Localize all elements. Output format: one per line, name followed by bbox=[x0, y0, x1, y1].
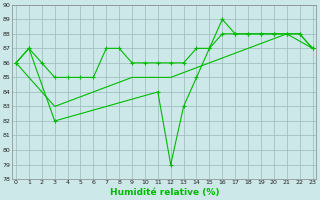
X-axis label: Humidité relative (%): Humidité relative (%) bbox=[109, 188, 219, 197]
